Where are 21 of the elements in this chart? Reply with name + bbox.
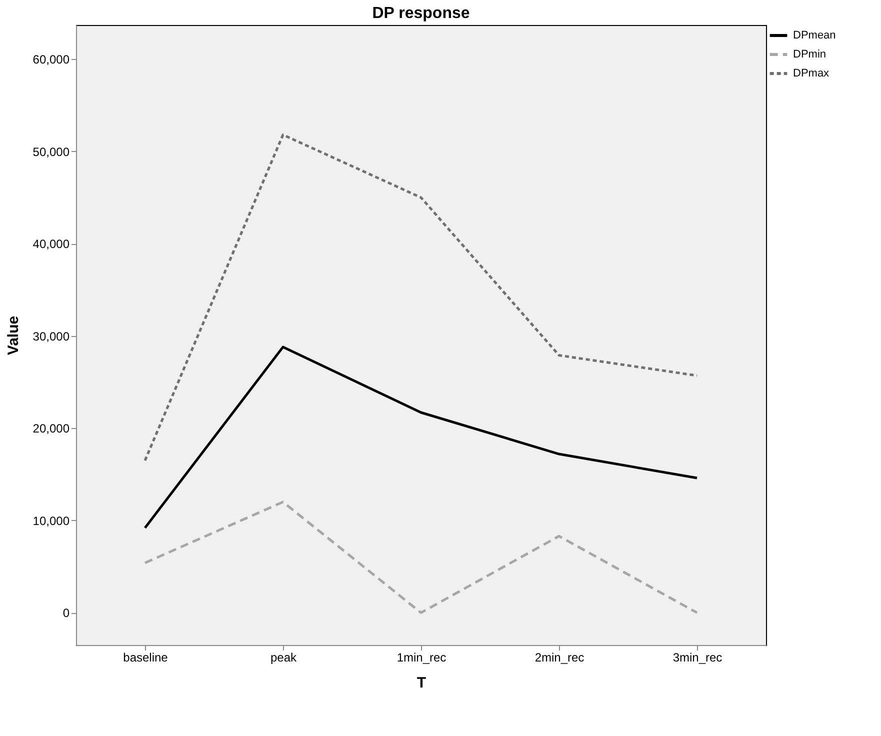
x-axis-title: T bbox=[416, 674, 426, 692]
line-series bbox=[144, 346, 698, 530]
line-series bbox=[144, 134, 698, 462]
y-tick-label: 0 bbox=[62, 606, 70, 620]
x-tick-label: 2min_rec bbox=[534, 650, 584, 664]
x-tick-label: peak bbox=[270, 650, 298, 664]
legend-label: DPmin bbox=[793, 48, 826, 60]
y-tick-label: 60,000 bbox=[32, 52, 70, 67]
legend-label: DPmax bbox=[793, 68, 830, 80]
x-tick-label: 1min_rec bbox=[396, 650, 446, 664]
y-axis-title: Value bbox=[4, 316, 22, 356]
x-tick-label: baseline bbox=[123, 650, 168, 664]
y-tick-label: 30,000 bbox=[32, 329, 70, 344]
y-tick-label: 20,000 bbox=[32, 422, 70, 436]
y-tick-label: 10,000 bbox=[32, 514, 70, 528]
y-tick-label: 50,000 bbox=[32, 144, 70, 159]
x-tick-label: 3min_rec bbox=[672, 650, 722, 664]
line-series bbox=[144, 500, 698, 614]
y-tick-label: 40,000 bbox=[32, 237, 70, 252]
legend-label: DPmean bbox=[793, 30, 836, 42]
chart-title: DP response bbox=[372, 5, 470, 22]
